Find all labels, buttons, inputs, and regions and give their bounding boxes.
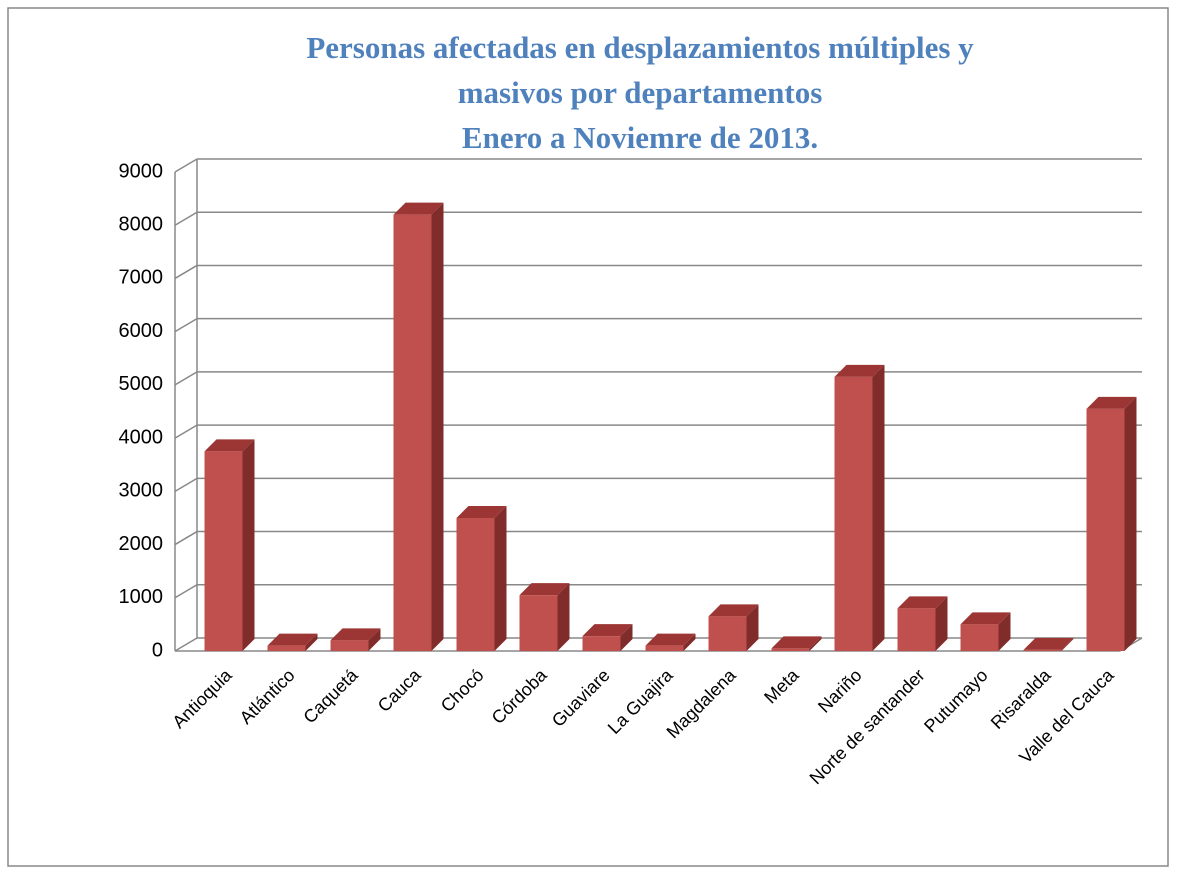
- bar: [1023, 637, 1074, 651]
- chart-title: Enero a Noviemre de 2013.: [462, 120, 818, 155]
- bar-top: [834, 364, 885, 377]
- bar-front: [960, 624, 999, 651]
- bar-side: [242, 439, 255, 651]
- bar: [708, 604, 759, 651]
- bar-top: [393, 202, 444, 215]
- bar-top: [897, 596, 948, 609]
- bar: [897, 596, 948, 651]
- bar-top: [960, 612, 1011, 625]
- y-tick-label: 3000: [119, 480, 164, 502]
- bar-top: [456, 505, 507, 518]
- bar-front: [204, 451, 243, 651]
- grid-line: [174, 158, 198, 173]
- grid-line: [174, 637, 198, 652]
- bar: [204, 439, 255, 651]
- bar: [330, 628, 381, 651]
- grid-line: [174, 584, 198, 599]
- y-tick-label: 8000: [119, 214, 164, 236]
- bar: [645, 633, 696, 651]
- bar-side: [683, 633, 696, 651]
- bar-front: [267, 645, 306, 651]
- bar-front: [582, 636, 621, 651]
- bar-side: [620, 624, 633, 651]
- bar-front: [330, 640, 369, 651]
- y-tick-label: 1000: [119, 586, 164, 608]
- bar-top: [267, 633, 318, 646]
- bar: [1086, 396, 1137, 651]
- grid-line: [174, 211, 198, 226]
- grid-line: [174, 371, 198, 386]
- bar-top: [1023, 637, 1074, 650]
- bar-front: [1023, 649, 1062, 651]
- bar: [582, 624, 633, 651]
- bar-side: [305, 633, 318, 651]
- chart-title: Personas afectadas en desplazamientos mú…: [306, 30, 974, 65]
- bar-side: [557, 583, 570, 651]
- bar-front: [708, 616, 747, 651]
- y-tick-label: 5000: [119, 373, 164, 395]
- bar-top: [519, 583, 570, 596]
- bar: [960, 612, 1011, 651]
- bar-front: [897, 608, 936, 651]
- y-tick-label: 4000: [119, 426, 164, 448]
- bar-front: [519, 595, 558, 651]
- bar-side: [935, 596, 948, 651]
- bar-top: [582, 624, 633, 637]
- bar-side: [494, 505, 507, 651]
- bar: [771, 636, 822, 651]
- bar-side: [998, 612, 1011, 651]
- grid-line: [174, 318, 198, 333]
- bar-side: [872, 364, 885, 651]
- grid-line: [174, 530, 198, 546]
- bar: [834, 364, 885, 651]
- y-tick-label: 9000: [119, 160, 164, 182]
- bar: [456, 505, 507, 651]
- bar-top: [771, 636, 822, 649]
- bar-top: [330, 628, 381, 641]
- bar-front: [1086, 408, 1125, 651]
- bar: [393, 202, 444, 652]
- y-tick-label: 7000: [119, 267, 164, 289]
- bar-front: [393, 214, 432, 652]
- y-tick-label: 6000: [119, 320, 164, 342]
- bar-front: [456, 517, 495, 651]
- bar: [267, 633, 318, 651]
- bar-top: [645, 633, 696, 646]
- grid-line: [174, 424, 198, 439]
- bar-front: [771, 648, 810, 651]
- bar-front: [834, 376, 873, 651]
- bar-top: [708, 604, 759, 617]
- grid-line: [174, 477, 198, 492]
- bar-side: [1061, 637, 1074, 651]
- chart-title: masivos por departamentos: [458, 75, 823, 110]
- bar-side: [431, 202, 444, 652]
- bar-front: [645, 645, 684, 651]
- bar-side: [368, 628, 381, 651]
- chart-border: [7, 7, 1169, 867]
- y-tick-label: 2000: [119, 533, 164, 555]
- y-tick-label: 0: [152, 639, 163, 661]
- bar-side: [809, 636, 822, 651]
- bar-side: [1124, 396, 1137, 651]
- bar-side: [746, 604, 759, 651]
- bar-top: [204, 439, 255, 452]
- grid-line: [174, 264, 198, 280]
- bar: [519, 583, 570, 651]
- bar-top: [1086, 396, 1137, 409]
